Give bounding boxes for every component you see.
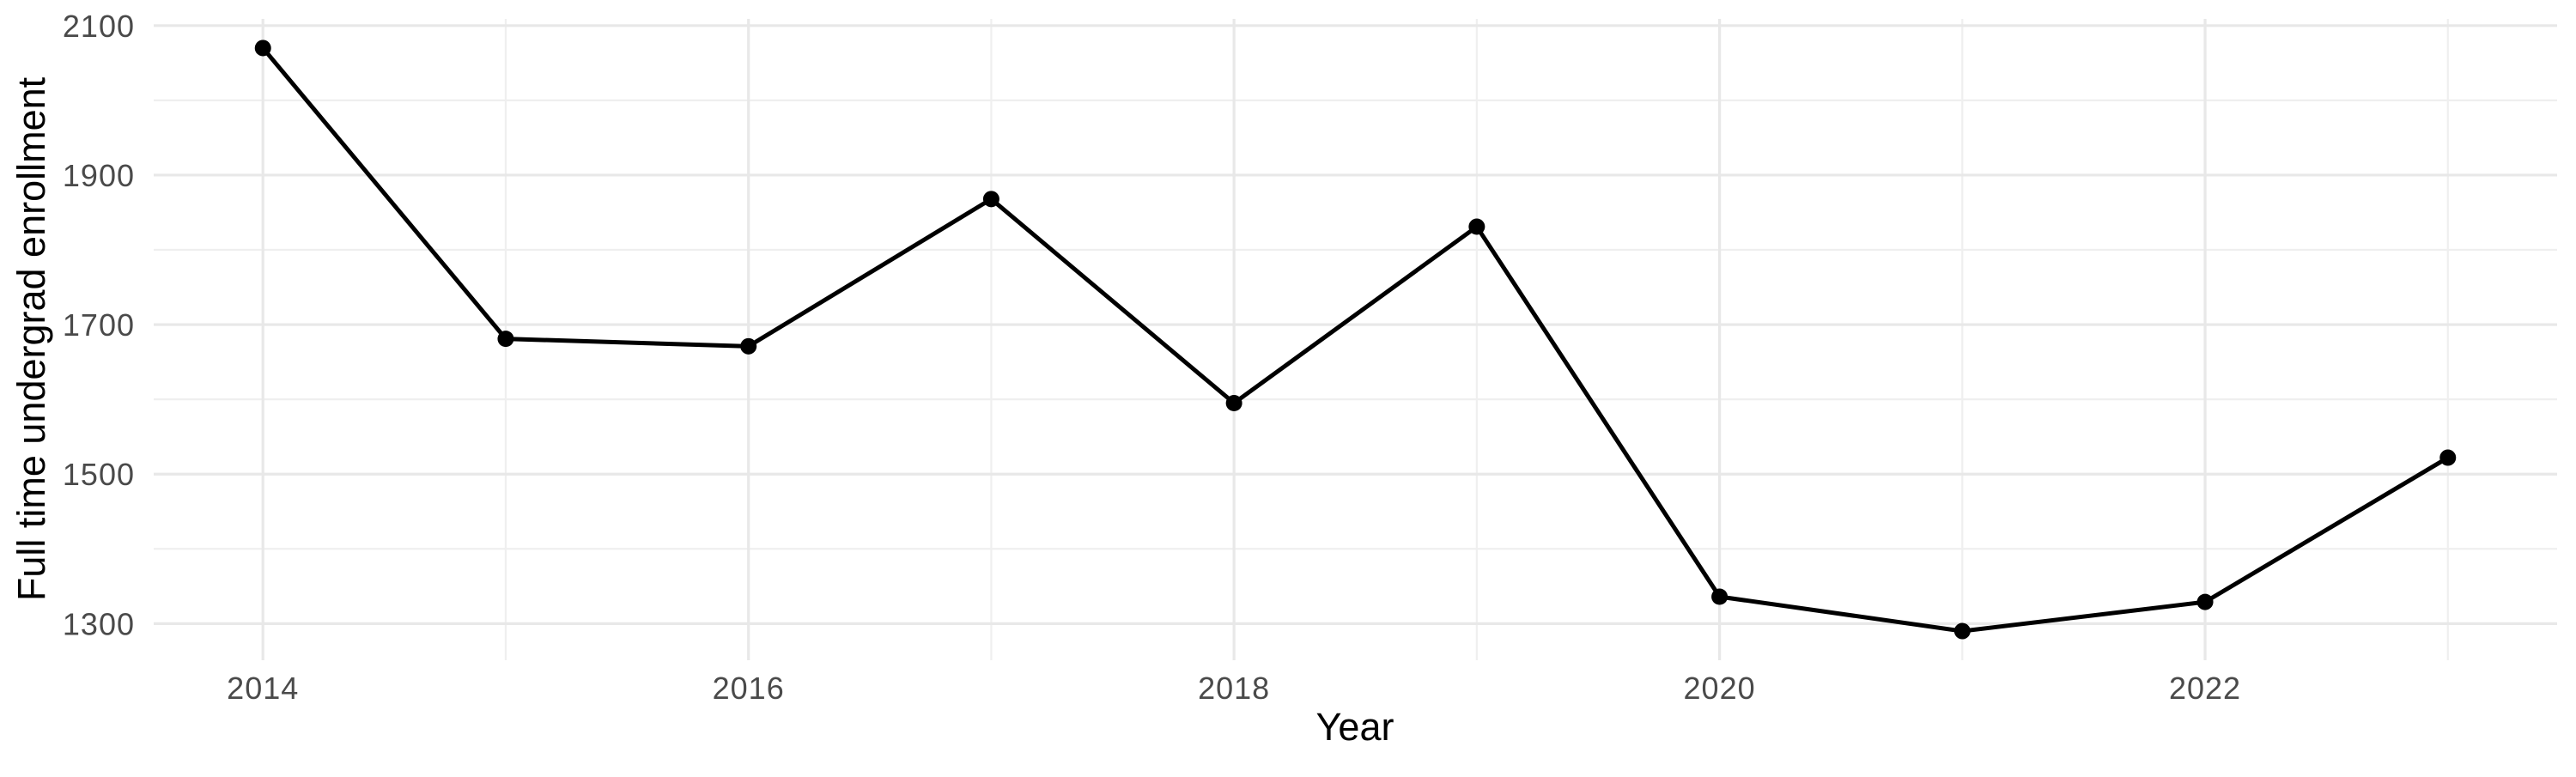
data-point	[1711, 588, 1728, 605]
gridlines-layer	[154, 19, 2557, 660]
y-tick-label: 1900	[63, 158, 135, 193]
x-tick-label: 2018	[1198, 671, 1270, 706]
y-tick-label: 1700	[63, 307, 135, 343]
x-tick-label: 2014	[227, 671, 299, 706]
data-point	[497, 331, 514, 348]
data-series-layer	[254, 39, 2457, 640]
data-point	[2196, 593, 2214, 610]
data-point	[982, 191, 999, 208]
data-point	[1468, 218, 1485, 235]
axis-labels-layer: 1300 1500 1700 1900 2100 2014 2016 2018 2020 2022	[63, 9, 2241, 706]
x-tick-label: 2020	[1684, 671, 1756, 706]
y-tick-label: 1500	[63, 457, 135, 492]
x-tick-label: 2016	[713, 671, 785, 706]
y-tick-label: 2100	[63, 9, 135, 44]
x-tick-label: 2022	[2169, 671, 2241, 706]
data-point	[740, 337, 757, 355]
series-line	[261, 46, 2450, 634]
data-point	[1953, 622, 1971, 640]
data-point	[2439, 449, 2457, 466]
y-tick-label: 1300	[63, 606, 135, 641]
y-axis-title: Full time undergrad enrollment	[9, 76, 53, 601]
x-axis-title: Year	[1316, 705, 1394, 749]
data-point	[1225, 395, 1242, 412]
data-point	[254, 39, 271, 57]
